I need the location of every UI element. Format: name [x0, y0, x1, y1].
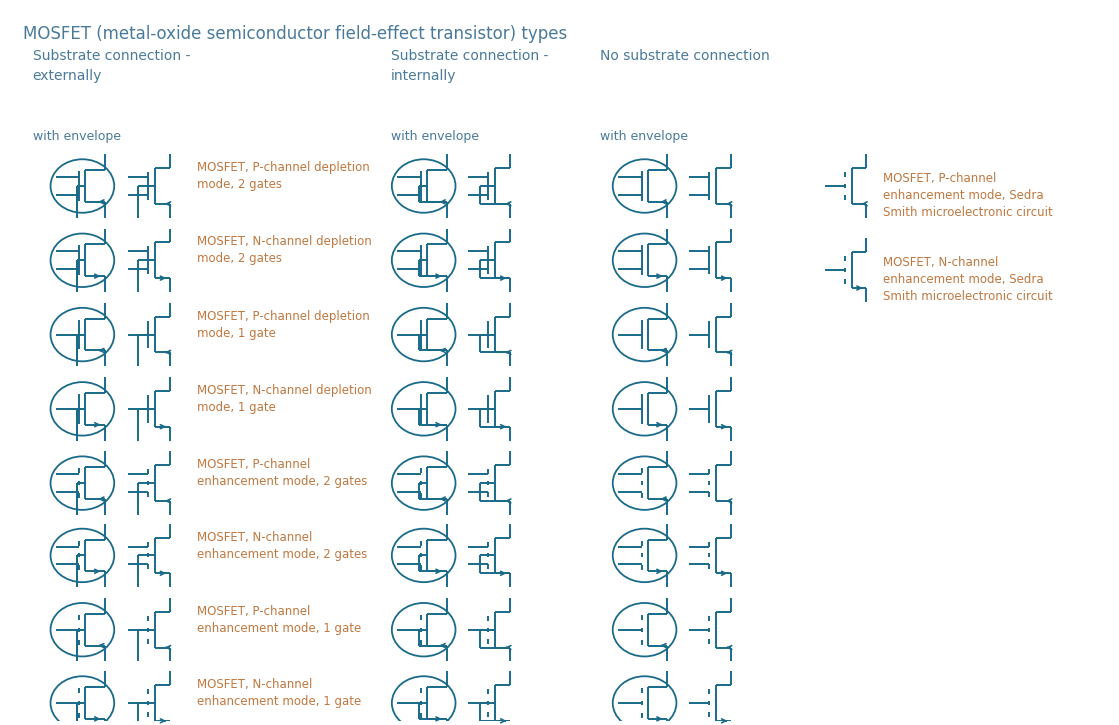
Text: with envelope: with envelope — [391, 130, 479, 143]
Text: with envelope: with envelope — [600, 130, 688, 143]
Text: with envelope: with envelope — [32, 130, 121, 143]
Text: Substrate connection -
internally: Substrate connection - internally — [391, 49, 548, 83]
Text: MOSFET, P-channel
enhancement mode, 2 gates: MOSFET, P-channel enhancement mode, 2 ga… — [197, 458, 367, 488]
Text: MOSFET, P-channel depletion
mode, 1 gate: MOSFET, P-channel depletion mode, 1 gate — [197, 310, 369, 339]
Text: Substrate connection -
externally: Substrate connection - externally — [32, 49, 190, 83]
Text: MOSFET, P-channel
enhancement mode, Sedra
Smith microelectronic circuit: MOSFET, P-channel enhancement mode, Sedr… — [883, 172, 1053, 219]
Text: MOSFET, N-channel depletion
mode, 1 gate: MOSFET, N-channel depletion mode, 1 gate — [197, 384, 372, 414]
Text: MOSFET, N-channel
enhancement mode, Sedra
Smith microelectronic circuit: MOSFET, N-channel enhancement mode, Sedr… — [883, 257, 1053, 303]
Text: MOSFET, P-channel
enhancement mode, 1 gate: MOSFET, P-channel enhancement mode, 1 ga… — [197, 605, 361, 635]
Text: MOSFET (metal-oxide semiconductor field-effect transistor) types: MOSFET (metal-oxide semiconductor field-… — [22, 25, 567, 43]
Text: No substrate connection: No substrate connection — [600, 49, 770, 63]
Text: MOSFET, P-channel depletion
mode, 2 gates: MOSFET, P-channel depletion mode, 2 gate… — [197, 161, 369, 191]
Text: MOSFET, N-channel depletion
mode, 2 gates: MOSFET, N-channel depletion mode, 2 gate… — [197, 236, 372, 265]
Text: MOSFET, N-channel
enhancement mode, 1 gate: MOSFET, N-channel enhancement mode, 1 ga… — [197, 678, 361, 708]
Text: MOSFET, N-channel
enhancement mode, 2 gates: MOSFET, N-channel enhancement mode, 2 ga… — [197, 531, 367, 560]
